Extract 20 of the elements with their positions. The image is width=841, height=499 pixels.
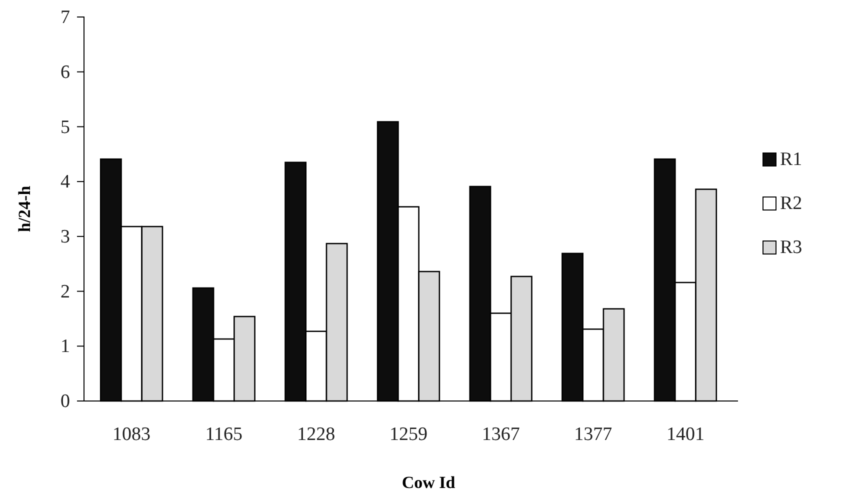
y-tick-label: 6: [60, 62, 70, 83]
y-tick-label: 5: [60, 116, 70, 138]
legend-label: R3: [780, 237, 802, 258]
y-tick-label: 0: [60, 391, 70, 412]
x-tick-label: 1228: [297, 424, 336, 446]
x-tick-label: 1259: [390, 424, 428, 446]
x-tick-label: 1083: [112, 424, 151, 446]
y-tick-label: 1: [60, 336, 70, 358]
x-tick-label: 1401: [666, 424, 704, 446]
x-tick-label: 1367: [482, 424, 520, 446]
y-tick-label: 3: [60, 226, 70, 248]
y-tick-label: 4: [60, 172, 70, 193]
y-tick-label: 7: [60, 7, 70, 28]
x-tick-label: 1165: [205, 424, 243, 446]
legend-label: R2: [780, 193, 802, 214]
x-tick-label: 1377: [574, 424, 612, 446]
y-axis-title: h/24-h: [15, 185, 34, 232]
legend-label: R1: [780, 149, 802, 170]
y-tick-label: 2: [60, 281, 70, 302]
x-axis-title: Cow Id: [402, 473, 456, 492]
